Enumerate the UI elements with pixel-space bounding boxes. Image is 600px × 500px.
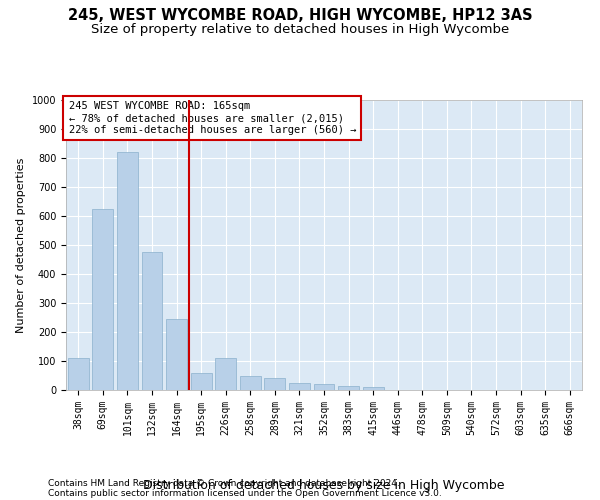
Bar	[265, 378, 286, 390]
Text: Contains public sector information licensed under the Open Government Licence v3: Contains public sector information licen…	[48, 488, 442, 498]
Bar	[191, 372, 212, 390]
Bar	[117, 152, 138, 390]
Bar	[68, 358, 89, 390]
Text: Size of property relative to detached houses in High Wycombe: Size of property relative to detached ho…	[91, 22, 509, 36]
Bar	[314, 384, 334, 390]
Bar	[142, 252, 163, 390]
Text: 245 WEST WYCOMBE ROAD: 165sqm
← 78% of detached houses are smaller (2,015)
22% o: 245 WEST WYCOMBE ROAD: 165sqm ← 78% of d…	[68, 102, 356, 134]
Bar	[215, 358, 236, 390]
Bar	[240, 376, 261, 390]
Y-axis label: Number of detached properties: Number of detached properties	[16, 158, 26, 332]
X-axis label: Distribution of detached houses by size in High Wycombe: Distribution of detached houses by size …	[143, 480, 505, 492]
Bar	[92, 209, 113, 390]
Bar	[289, 383, 310, 390]
Bar	[362, 387, 383, 390]
Text: Contains HM Land Registry data © Crown copyright and database right 2024.: Contains HM Land Registry data © Crown c…	[48, 478, 400, 488]
Text: 245, WEST WYCOMBE ROAD, HIGH WYCOMBE, HP12 3AS: 245, WEST WYCOMBE ROAD, HIGH WYCOMBE, HP…	[68, 8, 532, 22]
Bar	[166, 319, 187, 390]
Bar	[338, 386, 359, 390]
